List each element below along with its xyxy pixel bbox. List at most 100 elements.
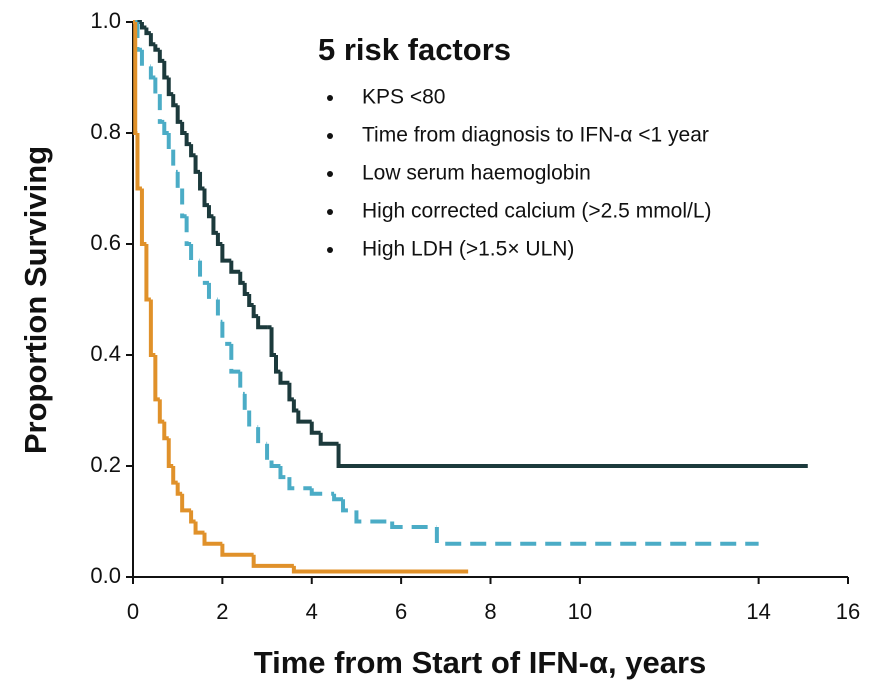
survival-step [148,66,156,80]
survival-step [434,527,759,546]
survival-step [175,482,183,496]
survival-step [162,121,169,135]
survival-step [220,244,232,263]
survival-step [242,393,250,413]
x-tick-label: 4 [306,599,318,624]
survival-step [148,299,156,357]
bullet [327,95,333,101]
survival-step [332,493,344,502]
survival-step [171,149,178,174]
y-tick-label: 0.0 [90,563,121,588]
x-tick-label: 8 [484,599,496,624]
bullet [327,247,333,253]
survival-step [278,466,290,480]
annotation: High LDH (>1.5× ULN) [362,238,574,261]
survival-step [336,443,808,468]
survival-step [153,44,160,52]
survival-step [211,216,218,235]
survival-step [206,205,214,219]
survival-step [139,22,147,30]
survival-step [274,355,281,374]
survival-step [269,327,276,357]
survival-step [180,121,187,135]
survival-step [238,371,245,396]
survival-step [171,466,178,485]
bullet [327,133,333,139]
survival-step [157,399,165,424]
survival-step [287,382,294,402]
survival-step [278,371,290,385]
survival-step [354,510,393,524]
survival-step [206,282,218,302]
survival-step [220,321,232,346]
y-tick-label: 1.0 [90,8,121,33]
survival-step [144,27,151,36]
survival-step [180,188,187,219]
survival-step [390,521,437,530]
survival-step [318,432,339,446]
survival-step [193,521,205,535]
bullet [327,171,333,177]
y-axis-label: Proportion Surviving [18,146,53,454]
survival-step [153,77,160,97]
survival-step [247,293,254,308]
y-tick-label: 0.2 [90,452,121,477]
survival-step [162,421,169,441]
x-tick-label: 6 [395,599,407,624]
survival-step [229,260,241,274]
survival-step [157,94,165,124]
survival-step [296,410,312,424]
annotation: KPS <80 [362,86,445,109]
annotation: Time from diagnosis to IFN-α <1 year [362,124,709,147]
survival-step [215,232,223,246]
survival-step [175,171,183,191]
survival-step [251,305,259,319]
survival-step [242,282,250,296]
survival-step [269,460,281,468]
survival-step [184,133,192,147]
survival-step [166,438,174,468]
survival-step [291,565,469,574]
survival-step [251,554,294,568]
survival-step [148,33,156,47]
survival-step [198,171,205,191]
survival-step [215,299,223,324]
survival-step [157,49,165,63]
survival-step [229,343,241,374]
x-tick-label: 10 [568,599,592,624]
survival-step [256,316,268,330]
survival-step [238,271,245,285]
survival-step [198,260,209,285]
bullet [327,209,333,215]
survival-step [247,410,259,430]
survival-step [153,355,160,402]
survival-step [144,244,151,302]
survival-step [162,60,169,80]
survival-step [287,477,312,491]
y-tick-label: 0.4 [90,341,121,366]
survival-step [341,499,357,513]
y-tick-label: 0.8 [90,119,121,144]
survival-step [256,427,268,446]
survival-step [175,105,183,124]
survival-step [139,188,147,246]
survival-step [133,22,138,135]
survival-step [166,133,174,152]
survival-step [220,543,254,557]
x-tick-label: 16 [836,599,860,624]
survival-step [193,155,201,174]
survival-step [139,49,151,69]
survival-step [180,493,192,513]
survival-step [189,510,196,524]
survival-step [309,488,335,496]
survival-step [135,133,142,191]
survival-step [171,94,178,108]
annotation: High corrected calcium (>2.5 mmol/L) [362,200,712,223]
survival-step [265,443,272,463]
survival-step [166,77,174,97]
survival-step [189,244,201,263]
annotation: Low serum haemoglobin [362,162,591,185]
survival-step [291,399,299,413]
survival-step [202,188,209,208]
